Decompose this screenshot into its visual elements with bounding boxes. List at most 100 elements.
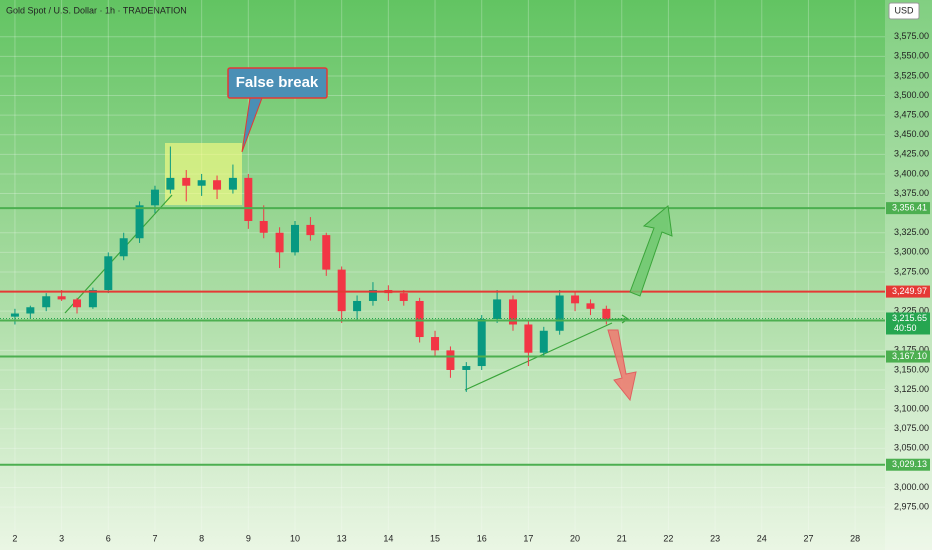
level-label: 3,167.10 <box>892 351 927 361</box>
candle-body <box>150 189 159 206</box>
y-tick-label: 3,425.00 <box>894 149 929 159</box>
candle-body <box>571 295 580 304</box>
candle-body <box>524 324 533 353</box>
candle-body <box>182 177 191 186</box>
y-tick-label: 3,475.00 <box>894 110 929 120</box>
candle-body <box>275 232 284 253</box>
candle-body <box>493 299 502 319</box>
level-label: 3,356.41 <box>892 203 927 213</box>
y-tick-label: 3,375.00 <box>894 188 929 198</box>
candle-body <box>26 307 35 314</box>
x-tick-label: 23 <box>710 533 720 543</box>
candle-body <box>213 180 222 190</box>
x-tick-label: 24 <box>757 533 767 543</box>
candle-body <box>322 235 331 270</box>
chart-title: Gold Spot / U.S. Dollar · 1h · TRADENATI… <box>6 5 187 15</box>
candle-body <box>228 177 237 190</box>
candle-body <box>135 205 144 239</box>
trendline <box>64 194 173 314</box>
x-tick-label: 17 <box>523 533 533 543</box>
candle-body <box>42 296 51 308</box>
y-tick-label: 3,575.00 <box>894 31 929 41</box>
x-tick-label: 6 <box>106 533 111 543</box>
down-arrow <box>607 329 637 402</box>
up-arrow <box>629 205 673 297</box>
x-tick-label: 13 <box>337 533 347 543</box>
candle-body <box>539 330 548 353</box>
level-label-box <box>886 202 930 215</box>
y-tick-label: 3,325.00 <box>894 227 929 237</box>
candle-body <box>57 296 66 300</box>
candle-body <box>166 177 175 190</box>
y-tick-label: 3,450.00 <box>894 129 929 139</box>
y-tick-label: 2,975.00 <box>894 502 929 512</box>
y-tick-label: 3,550.00 <box>894 51 929 61</box>
candle-body <box>104 256 113 290</box>
current-price-label: 3,215.65 <box>892 313 927 323</box>
candle-body <box>368 289 377 301</box>
x-tick-label: 8 <box>199 533 204 543</box>
candle-body <box>119 238 128 257</box>
candle-body <box>602 308 611 319</box>
y-tick-label: 3,300.00 <box>894 247 929 257</box>
candle-body <box>259 221 268 233</box>
x-tick-label: 15 <box>430 533 440 543</box>
level-label: 3,249.97 <box>892 286 927 296</box>
level-label: 3,029.13 <box>892 459 927 469</box>
y-tick-label: 3,100.00 <box>894 404 929 414</box>
candle-body <box>291 224 299 253</box>
y-tick-label: 3,275.00 <box>894 266 929 276</box>
y-tick-label: 3,525.00 <box>894 70 929 80</box>
x-tick-label: 14 <box>383 533 393 543</box>
candle-body <box>353 300 362 312</box>
y-tick-label: 3,125.00 <box>894 384 929 394</box>
candle-body <box>415 300 424 338</box>
candle-body <box>73 299 82 308</box>
x-tick-label: 10 <box>290 533 300 543</box>
y-tick-label: 3,400.00 <box>894 168 929 178</box>
x-tick-label: 27 <box>803 533 813 543</box>
x-tick-label: 22 <box>663 533 673 543</box>
candle-body <box>446 350 455 370</box>
y-tick-label: 3,500.00 <box>894 90 929 100</box>
level-label-box <box>886 285 930 298</box>
currency-box <box>888 2 920 20</box>
candle-body <box>462 366 471 370</box>
x-tick-label: 21 <box>617 533 627 543</box>
candle-body <box>555 295 564 331</box>
candle-body <box>337 269 346 312</box>
countdown: 40:50 <box>894 323 917 333</box>
candle-body <box>197 180 206 186</box>
candle-body <box>306 224 315 236</box>
price-axis <box>885 0 932 550</box>
currency: USD <box>894 5 914 15</box>
level-label-box <box>886 350 930 363</box>
current-price-box <box>886 312 930 335</box>
candle-body <box>399 293 408 301</box>
candle-body <box>477 319 486 367</box>
annotation-box <box>227 67 328 99</box>
candle-body <box>244 177 253 221</box>
x-tick-label: 16 <box>477 533 487 543</box>
false-break-zone <box>165 143 242 205</box>
candle-body <box>586 303 595 309</box>
y-tick-label: 3,000.00 <box>894 482 929 492</box>
x-tick-label: 28 <box>850 533 860 543</box>
y-tick-label: 3,075.00 <box>894 423 929 433</box>
y-tick-label: 3,050.00 <box>894 443 929 453</box>
annotation: False break <box>236 74 319 91</box>
candle-body <box>431 337 440 351</box>
x-tick-label: 9 <box>246 533 251 543</box>
x-tick-label: 7 <box>152 533 157 543</box>
y-tick-label: 3,225.00 <box>894 306 929 316</box>
x-tick-label: 2 <box>12 533 17 543</box>
candle-body <box>10 313 19 317</box>
level-label-box <box>886 458 930 471</box>
candle-body <box>88 289 97 308</box>
x-tick-label: 20 <box>570 533 580 543</box>
y-tick-label: 3,175.00 <box>894 345 929 355</box>
x-tick-label: 3 <box>59 533 64 543</box>
y-tick-label: 3,150.00 <box>894 364 929 374</box>
